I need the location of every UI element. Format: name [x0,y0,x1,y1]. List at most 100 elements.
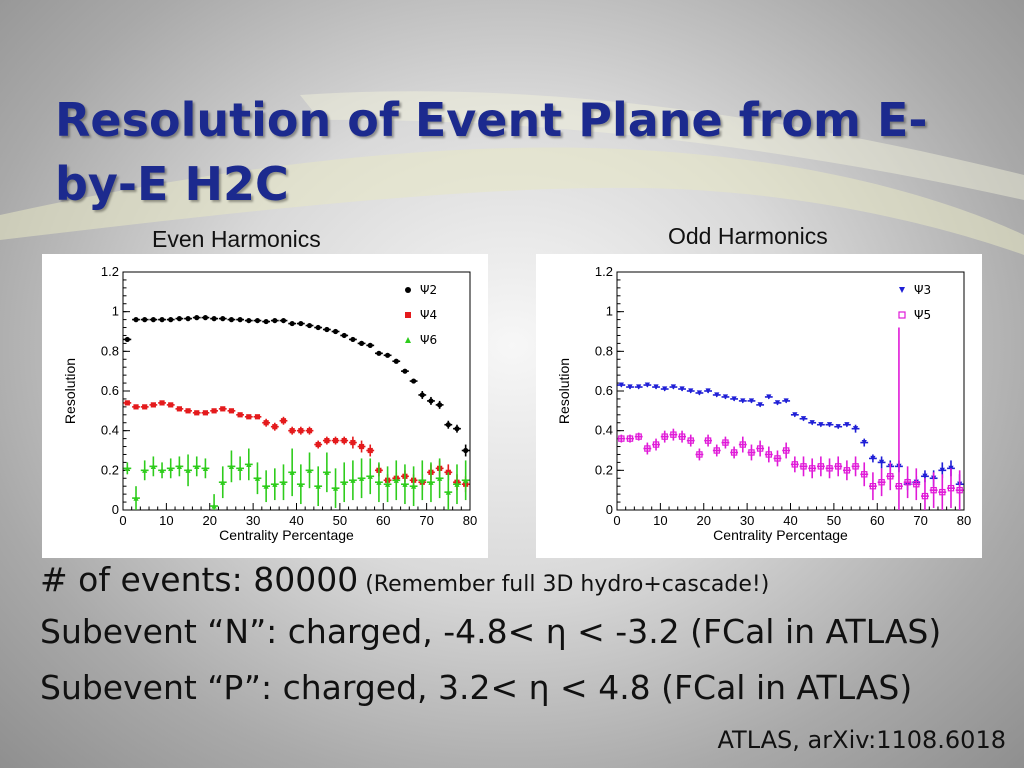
data-point [159,467,165,473]
data-point [678,433,686,440]
data-point [246,414,252,420]
series-1 [123,400,470,493]
data-point [384,481,391,487]
data-point [280,317,287,324]
data-point [220,406,226,412]
data-point [792,412,798,418]
data-point [168,465,174,471]
data-point [861,439,867,446]
data-point [437,475,443,481]
data-point [670,431,677,438]
data-point [756,445,764,452]
legend-label: Ψ5 [914,308,931,322]
citation: ATLAS, arXiv:1108.6018 [717,726,1007,754]
data-point [869,483,877,490]
data-point [688,388,694,394]
data-point [774,455,781,462]
data-point [463,477,469,483]
data-point [176,406,182,412]
data-point [818,422,824,428]
bullet-events-note: (Remember full 3D hydro+cascade!) [358,572,770,597]
data-point [176,316,182,322]
data-point [306,428,313,434]
data-point [280,479,287,485]
data-point [913,481,920,488]
data-point [202,465,209,471]
data-point [211,316,217,322]
data-point [358,475,365,481]
data-point [168,402,174,408]
plot-frame [616,271,965,511]
y-tick-label: 0.4 [101,423,119,438]
series-0 [617,382,964,495]
data-point [332,485,339,491]
data-point [939,467,945,473]
x-tick-label: 10 [159,513,173,528]
x-tick-label: 60 [376,513,390,528]
data-point [272,424,278,430]
data-point [211,408,217,414]
data-point [176,463,182,469]
data-point [367,447,373,454]
data-point [419,477,425,483]
data-point [358,443,365,450]
y-tick-label: 0 [112,502,119,517]
data-point [306,467,313,473]
data-point [237,465,243,471]
data-point [124,465,130,471]
data-point [150,317,156,323]
data-point [367,342,373,348]
data-point [730,449,738,456]
data-point [124,336,130,343]
data-point [618,382,624,388]
data-point [185,467,191,473]
data-point [272,481,278,487]
y-tick-label: 0 [606,502,613,517]
data-point [324,326,330,333]
data-point [843,467,851,474]
data-point [341,437,347,444]
data-point [194,315,200,321]
data-point [844,422,850,428]
data-point [159,400,165,406]
data-point [878,479,885,486]
data-point [202,410,209,416]
data-point [739,441,746,448]
data-point [722,394,729,400]
data-point [159,317,165,323]
odd-harmonics-panel: 0 10 20 30 40 50 60 70 80 0 0.2 0.4 0.6 0.8 1 1.2 Centra… [536,254,982,558]
data-point [254,414,261,420]
data-point [653,384,659,390]
x-tick-label: 10 [653,513,667,528]
data-point [644,382,650,388]
y-tick-label: 1 [606,304,613,319]
y-axis-label: Resolution [62,358,78,424]
axes: 0 10 20 30 40 50 60 70 80 0 0.2 0.4 0.6 0.8 1 1.2 Centra… [556,264,971,543]
data-point [324,437,330,444]
data-point [748,449,755,456]
data-point [791,461,799,468]
data-point [133,404,139,410]
x-axis-label: Centrality Percentage [713,527,848,543]
data-point [315,441,321,448]
data-point [930,486,937,494]
data-point [298,320,304,327]
data-point [463,447,469,454]
data-point [782,447,790,454]
data-point [246,461,252,467]
data-point [627,384,633,390]
data-point [670,384,676,390]
data-point [757,402,763,408]
data-point [350,336,356,343]
data-point [150,463,156,469]
data-point [644,445,651,452]
legend-marker [899,287,905,293]
data-point [652,441,660,448]
data-point [367,473,373,479]
data-point [947,484,955,492]
data-point [419,392,425,398]
data-point [341,332,347,339]
data-point [280,418,287,424]
y-tick-label: 0.8 [101,343,119,358]
